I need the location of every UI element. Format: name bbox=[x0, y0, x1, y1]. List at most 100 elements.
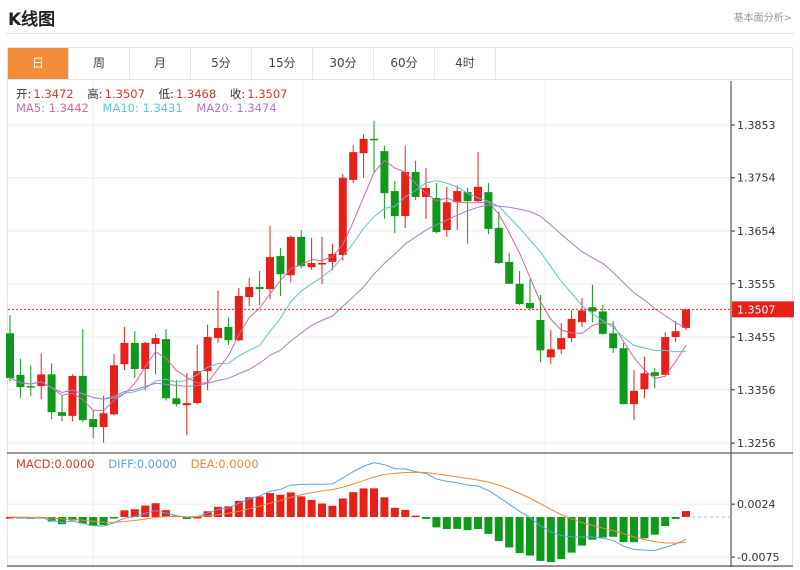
dea-value: DEA:0.0000 bbox=[190, 457, 259, 471]
candle-body bbox=[338, 177, 347, 255]
macd-histogram-bar bbox=[245, 497, 254, 517]
candle-body bbox=[245, 286, 254, 298]
divider bbox=[6, 33, 794, 34]
candle-body bbox=[110, 365, 118, 415]
macd-histogram-bar bbox=[328, 505, 337, 517]
macd-histogram-bar bbox=[390, 507, 399, 517]
candle-body bbox=[619, 348, 628, 405]
ma-info: MA5: 1.3442 MA10: 1.3431 MA20: 1.3474 bbox=[16, 101, 279, 115]
candle-body bbox=[661, 337, 670, 375]
tab-month[interactable]: 月 bbox=[130, 48, 191, 79]
open-label: 开: bbox=[16, 87, 32, 101]
candle-body bbox=[536, 319, 545, 351]
price-tick-label: 1.3853 bbox=[737, 119, 776, 132]
high-value: 1.3507 bbox=[104, 87, 145, 101]
candle-body bbox=[89, 419, 98, 428]
macd-histogram-bar bbox=[546, 517, 555, 563]
macd-histogram-bar bbox=[99, 517, 108, 526]
macd-histogram-bar bbox=[463, 517, 472, 531]
macd-histogram-bar bbox=[266, 493, 274, 517]
candle-body bbox=[266, 257, 274, 290]
open-value: 1.3472 bbox=[33, 87, 74, 101]
low-value: 1.3468 bbox=[175, 87, 217, 101]
candle-body bbox=[224, 326, 233, 341]
candle-body bbox=[162, 339, 170, 399]
period-tabs: 日 周 月 5分 15分 30分 60分 4时 bbox=[7, 47, 793, 80]
macd-histogram-bar bbox=[338, 498, 347, 517]
macd-histogram-bar bbox=[6, 517, 14, 519]
candle-body bbox=[422, 187, 430, 197]
macd-histogram-bar bbox=[494, 517, 503, 542]
candle-body bbox=[99, 413, 108, 428]
macd-histogram-bar bbox=[630, 517, 638, 543]
candle-body bbox=[578, 310, 586, 323]
candle-body bbox=[172, 398, 181, 405]
macd-histogram-bar bbox=[484, 517, 493, 534]
candle-body bbox=[203, 337, 212, 372]
tab-day[interactable]: 日 bbox=[8, 48, 69, 79]
fundamental-analysis-link[interactable]: 基本面分析> bbox=[733, 13, 792, 24]
candle-body bbox=[78, 375, 87, 421]
candle-body bbox=[505, 261, 514, 284]
macd-histogram-bar bbox=[598, 517, 607, 538]
candle-body bbox=[328, 253, 337, 262]
ma10-value: MA10: 1.3431 bbox=[102, 101, 183, 115]
page-title: K线图 bbox=[8, 10, 56, 30]
macd-value: MACD:0.0000 bbox=[16, 457, 95, 471]
candle-body bbox=[234, 296, 243, 341]
macd-histogram-bar bbox=[526, 517, 534, 556]
macd-histogram-bar bbox=[380, 497, 389, 517]
tab-week[interactable]: 周 bbox=[69, 48, 130, 79]
price-tick-label: 1.3654 bbox=[737, 225, 776, 238]
low-label: 低: bbox=[158, 87, 174, 101]
candle-body bbox=[151, 338, 160, 344]
candle-body bbox=[526, 302, 534, 309]
macd-histogram-bar bbox=[432, 517, 441, 528]
candle-body bbox=[193, 371, 202, 404]
macd-histogram-bar bbox=[578, 517, 586, 546]
macd-tick-label: 0.0024 bbox=[737, 498, 776, 511]
macd-histogram-bar bbox=[359, 488, 368, 517]
macd-histogram-bar bbox=[671, 517, 680, 519]
candle-body bbox=[442, 202, 451, 230]
macd-histogram-bar bbox=[110, 517, 118, 519]
candle-body bbox=[16, 374, 25, 388]
candle-body bbox=[546, 349, 555, 358]
candle-body bbox=[37, 374, 46, 387]
tab-4hour[interactable]: 4时 bbox=[435, 48, 496, 79]
macd-histogram-bar bbox=[505, 517, 514, 548]
candle-body bbox=[182, 403, 191, 406]
macd-histogram-bar bbox=[567, 517, 576, 553]
candle-body bbox=[6, 333, 14, 379]
price-tick-label: 1.3356 bbox=[737, 384, 776, 397]
tab-15min[interactable]: 15分 bbox=[252, 48, 313, 79]
tab-30min[interactable]: 30分 bbox=[313, 48, 374, 79]
candle-body bbox=[214, 327, 222, 339]
macd-histogram-bar bbox=[619, 517, 628, 543]
ma20-line bbox=[9, 204, 687, 400]
macd-histogram-bar bbox=[536, 517, 545, 561]
last-price-label: 1.3507 bbox=[737, 303, 776, 316]
candle-body bbox=[26, 386, 35, 388]
macd-tick-label: -0.0075 bbox=[737, 551, 779, 564]
candle-body bbox=[380, 151, 389, 194]
candle-body bbox=[609, 333, 618, 349]
candle-body bbox=[411, 171, 420, 197]
ma5-line bbox=[9, 159, 687, 411]
candle-body bbox=[682, 309, 690, 328]
candle-body bbox=[463, 192, 472, 202]
candle-body bbox=[318, 262, 326, 265]
macd-histogram-bar bbox=[650, 517, 659, 535]
candle-body bbox=[484, 192, 493, 229]
diff-line bbox=[9, 462, 687, 552]
high-label: 高: bbox=[87, 87, 103, 101]
macd-histogram-bar bbox=[453, 517, 462, 529]
tab-60min[interactable]: 60分 bbox=[374, 48, 435, 79]
diff-value: DIFF:0.0000 bbox=[108, 457, 177, 471]
dea-line bbox=[9, 471, 687, 544]
candle-body bbox=[255, 286, 264, 290]
last-price-badge bbox=[732, 301, 794, 318]
candle-body bbox=[359, 138, 368, 154]
tab-5min[interactable]: 5分 bbox=[191, 48, 252, 79]
